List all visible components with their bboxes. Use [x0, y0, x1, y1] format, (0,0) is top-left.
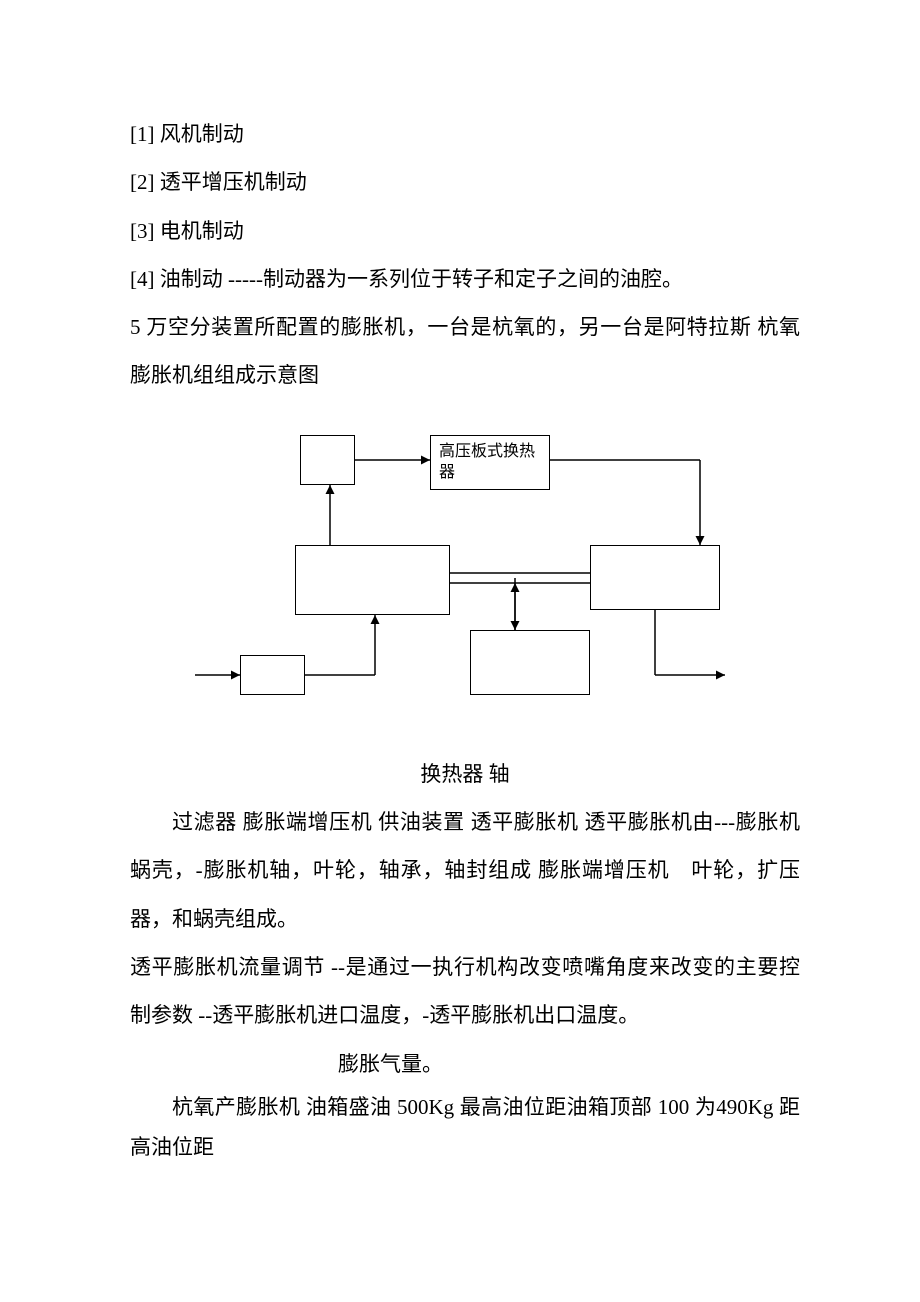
- diagram-box-mid-right: [590, 545, 720, 610]
- paragraph-intro: 5 万空分装置所配置的膨胀机，一台是杭氧的，另一台是阿特拉斯 杭氧膨胀机组组成示…: [130, 303, 800, 400]
- list-item-3: [3] 电机制动: [130, 207, 800, 255]
- diagram-label-heat-exchanger: 高压板式换热器: [439, 443, 535, 481]
- paragraph-oil-tank: 杭氧产膨胀机 油箱盛油 500Kg 最高油位距油箱顶部 100 为490Kg 距…: [130, 1088, 800, 1168]
- diagram-box-heat-exchanger: 高压板式换热器: [430, 435, 550, 490]
- diagram-box-bottom-left: [240, 655, 305, 695]
- caption-expansion-gas: 膨胀气量。: [130, 1040, 800, 1088]
- paragraph-flow-control: 透平膨胀机流量调节 --是通过一执行机构改变喷嘴角度来改变的主要控制参数 --透…: [130, 943, 800, 1040]
- flow-diagram: 高压板式换热器: [195, 430, 735, 720]
- paragraph-components: 过滤器 膨胀端增压机 供油装置 透平膨胀机 透平膨胀机由---膨胀机蜗壳，-膨胀…: [130, 798, 800, 943]
- list-item-1: [1] 风机制动: [130, 110, 800, 158]
- caption-heat-exchanger-shaft: 换热器 轴: [130, 750, 800, 798]
- diagram-box-top-small: [300, 435, 355, 485]
- document-page: [1] 风机制动 [2] 透平增压机制动 [3] 电机制动 [4] 油制动 --…: [0, 0, 920, 1302]
- list-item-4: [4] 油制动 -----制动器为一系列位于转子和定子之间的油腔。: [130, 255, 800, 303]
- list-item-2: [2] 透平增压机制动: [130, 158, 800, 206]
- diagram-box-mid-left: [295, 545, 450, 615]
- diagram-box-bottom-mid: [470, 630, 590, 695]
